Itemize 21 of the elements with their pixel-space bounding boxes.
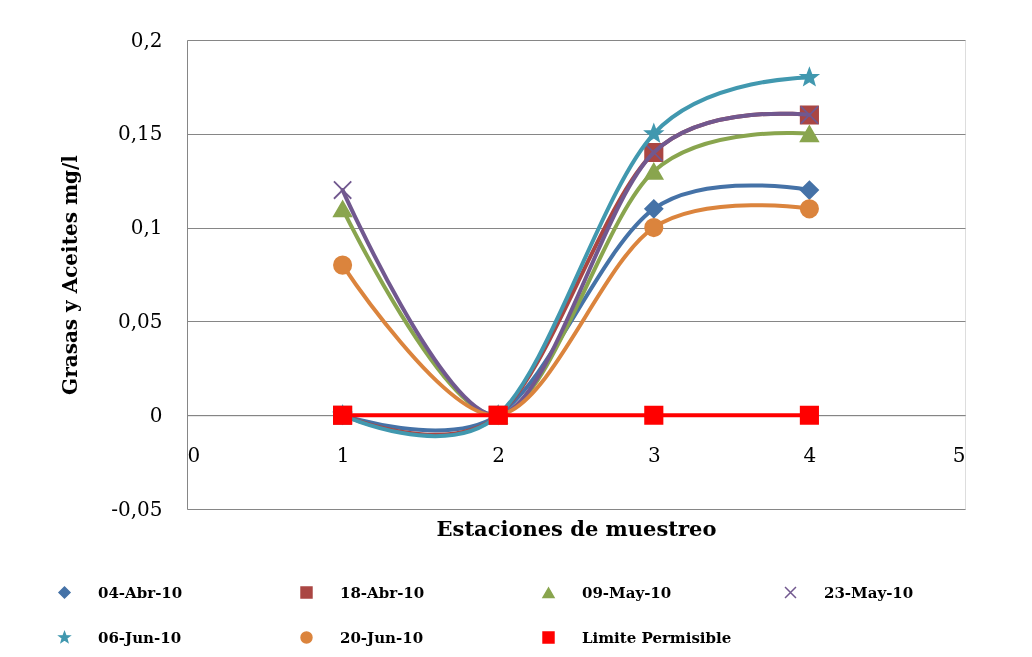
legend-label: 06-Jun-10 — [98, 628, 182, 647]
legend-label: 04-Abr-10 — [98, 583, 183, 602]
legend-label: 18-Abr-10 — [340, 583, 425, 602]
x-tick-label: 2 — [492, 442, 506, 467]
y-tick-label: 0,1 — [130, 215, 163, 240]
x-tick-label: 5 — [952, 442, 966, 467]
legend-label: 23-May-10 — [824, 583, 914, 602]
x-axis-title: Estaciones de muestreo — [436, 515, 717, 541]
y-tick-label: 0 — [149, 402, 163, 427]
x-tick-label: 4 — [803, 442, 817, 467]
x-tick-label: 3 — [647, 442, 661, 467]
legend-label: 20-Jun-10 — [340, 628, 424, 647]
y-tick-label: 0,2 — [130, 27, 163, 52]
x-tick-label: 0 — [187, 442, 201, 467]
y-tick-label: -0,05 — [111, 496, 163, 521]
y-axis-title: Grasas y Aceites mg/l — [58, 154, 83, 395]
legend-label: Limite Permisible — [582, 628, 732, 647]
legend-label: 09-May-10 — [582, 583, 672, 602]
y-tick-label: 0,15 — [117, 121, 163, 146]
y-tick-label: 0,05 — [117, 308, 163, 333]
x-tick-label: 1 — [336, 442, 350, 467]
